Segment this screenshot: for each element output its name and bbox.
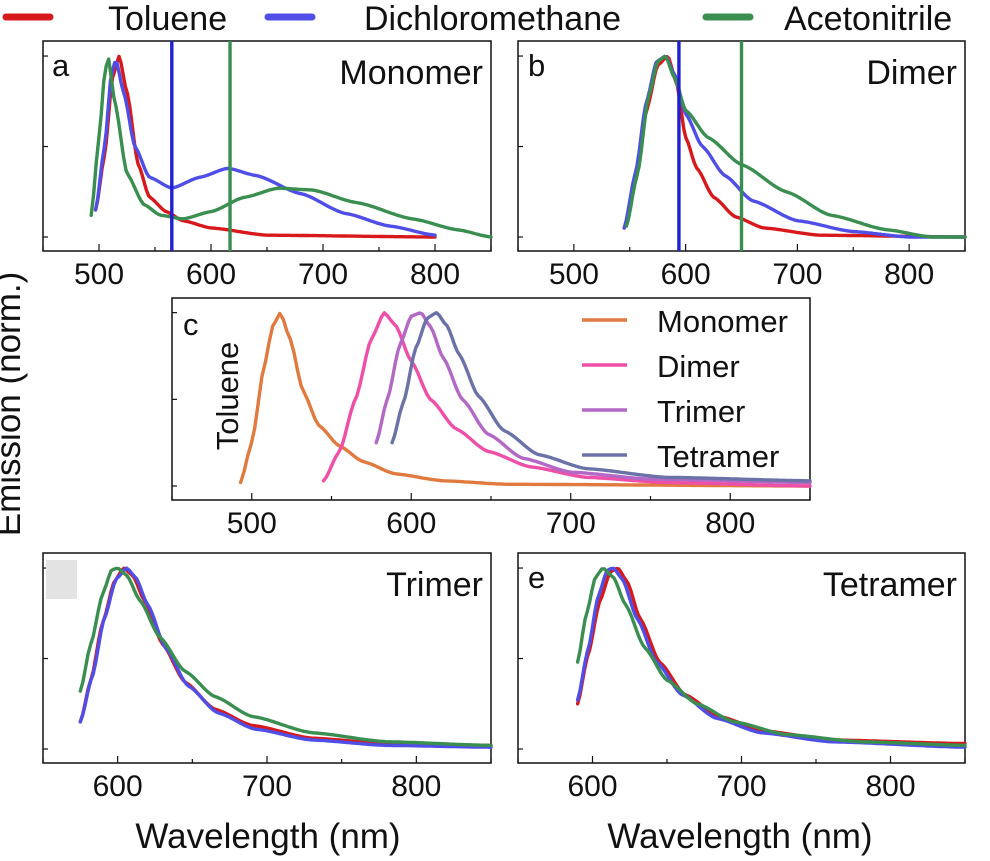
x-axis-label-right: Wavelength (nm) [607, 817, 872, 856]
panel-c-legend-label-trimer: Trimer [657, 394, 745, 429]
panel-a-series-acetonitrile [89, 57, 493, 239]
panel-a-xtick-label: 800 [410, 258, 460, 291]
panel-e-xtick-label: 600 [567, 770, 617, 803]
panel-d-series-acetonitrile [78, 566, 493, 748]
panel-a-series-dichloromethane [93, 60, 437, 237]
panel-c-legend-label-dimer: Dimer [657, 349, 740, 384]
x-axis-label-left: Wavelength (nm) [135, 817, 400, 856]
panel-b-xtick-label: 800 [884, 258, 934, 291]
panel-c-series-tetramer [390, 311, 812, 483]
panel-c-series-monomer [238, 311, 812, 488]
panel-d-xtick-label: 700 [242, 770, 292, 803]
panel-c: 500 600 700 800 c Toluene [171, 297, 812, 540]
panel-e: 600 700 800 e Tetramer [517, 552, 967, 803]
y-axis-label: Emission (norm.) [0, 272, 28, 536]
panel-c-xtick-label: 800 [705, 507, 755, 540]
panel-b-xtick-label: 600 [661, 258, 711, 291]
panel-e-series-acetonitrile [575, 567, 967, 748]
panel-b-xtick-label: 700 [772, 258, 822, 291]
panel-e-title: Tetramer [823, 566, 957, 604]
panel-b-xtick-label: 500 [549, 258, 599, 291]
legend-label-toluene: Toluene [108, 0, 227, 38]
panel-c-xtick-label: 700 [546, 507, 596, 540]
panel-a-series-toluene [93, 54, 437, 239]
panel-d-letter-placeholder [46, 560, 77, 599]
panel-c-series-dimer [321, 311, 812, 488]
panel-e-xtick-label: 800 [865, 770, 915, 803]
panel-a-title: Monomer [339, 54, 483, 92]
panel-a: 500 600 700 800 a Monomer [42, 40, 493, 291]
legend-label-acetonitrile: Acetonitrile [784, 0, 952, 38]
panel-a-xtick-label: 500 [74, 258, 124, 291]
panel-c-solvent-label: Toluene [210, 342, 245, 451]
panel-d-title: Trimer [386, 566, 483, 604]
panel-c-letter: c [183, 307, 199, 342]
panel-d-series-dichloromethane [78, 566, 493, 749]
panel-b-letter: b [528, 48, 545, 83]
panel-d: 600 700 800 Trimer [42, 552, 493, 803]
panel-d-xtick-label: 800 [391, 770, 441, 803]
legend-label-dichloromethane: Dichloromethane [364, 0, 621, 38]
panel-c-legend-label-monomer: Monomer [657, 304, 788, 339]
panel-a-letter: a [52, 48, 70, 83]
panel-b-series-acetonitrile [624, 54, 967, 239]
panel-a-xtick-label: 600 [186, 258, 236, 291]
panel-c-xtick-label: 500 [227, 507, 277, 540]
panel-c-series-trimer [374, 311, 812, 485]
panel-d-xtick-label: 600 [93, 770, 143, 803]
panel-c-legend-label-tetramer: Tetramer [657, 439, 779, 474]
panel-b: 500 600 700 800 b Dimer [517, 40, 967, 291]
panel-e-letter: e [528, 560, 545, 595]
panel-b-title: Dimer [866, 54, 957, 92]
panel-a-xtick-label: 700 [298, 258, 348, 291]
panel-c-legend: Monomer Dimer Trimer Tetramer [582, 304, 788, 474]
legend: Toluene Dichloromethane Acetonitrile [2, 0, 952, 38]
panel-e-xtick-label: 700 [716, 770, 766, 803]
panel-c-xtick-label: 600 [386, 507, 436, 540]
